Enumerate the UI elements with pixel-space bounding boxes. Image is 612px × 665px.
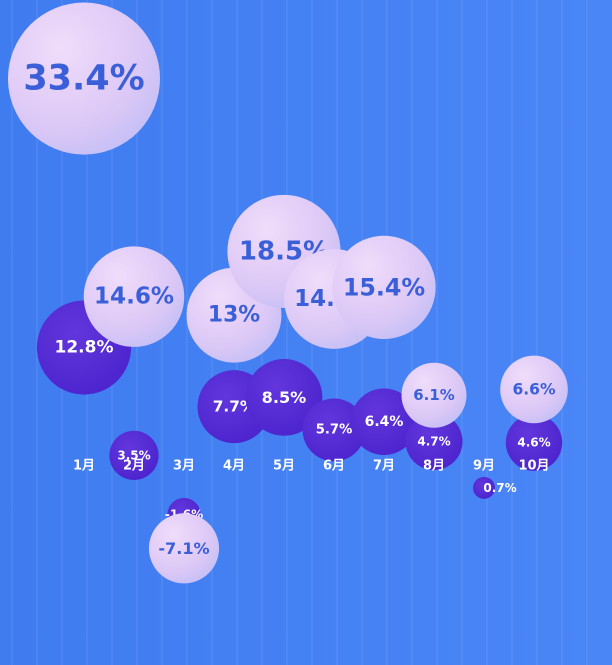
series-b-bubble — [109, 430, 159, 481]
series-a-label: 15.4% — [343, 273, 426, 301]
series-b-bubble — [472, 476, 496, 499]
series-b-label: 7.7% — [213, 398, 256, 416]
series-a-label: 33.4% — [23, 59, 144, 99]
series-a-label: 14.6% — [94, 284, 174, 310]
month-label: 5月 — [273, 459, 295, 474]
month-label: 10月 — [518, 459, 549, 474]
series-a-bubble — [83, 246, 185, 347]
series-a-bubble — [500, 355, 568, 424]
month-label: 7月 — [373, 459, 395, 474]
series-a-label: 6.6% — [512, 380, 556, 398]
series-b-label: 6.4% — [365, 414, 404, 430]
series-a-bubble — [401, 362, 467, 428]
series-b-label: 12.8% — [55, 338, 114, 358]
series-b-label: 4.7% — [417, 434, 450, 448]
series-a-bubble — [332, 235, 436, 339]
series-b-label: 0.7% — [483, 481, 516, 495]
series-a-bubbles: 33.4%14.6%-7.1%13%18.5%14.4%15.4%6.1%6.6… — [7, 2, 568, 584]
series-a-label: 6.1% — [413, 386, 454, 404]
series-b-bubble — [350, 388, 418, 456]
month-label: 3月 — [173, 459, 195, 474]
series-a-bubble — [148, 513, 220, 584]
series-b-bubble — [505, 414, 563, 471]
month-label: 6月 — [323, 459, 345, 474]
series-b-bubble — [405, 412, 463, 471]
month-label: 8月 — [423, 459, 445, 474]
series-b-bubble — [302, 398, 366, 462]
series-a-label: -7.1% — [158, 539, 209, 558]
series-b-label: 4.6% — [517, 436, 550, 450]
series-a-label: 13% — [208, 303, 260, 328]
month-label: 4月 — [223, 459, 245, 474]
series-a-bubble — [7, 2, 161, 155]
series-b-label: 8.5% — [262, 388, 307, 407]
series-b-bubble — [245, 359, 323, 436]
month-label: 2月 — [123, 459, 145, 474]
month-labels: 1月 2月 3月 4月 5月 6月 7月 8月 9月 10月 — [73, 459, 550, 474]
month-label: 9月 — [473, 459, 495, 474]
month-label: 1月 — [73, 459, 95, 474]
series-b-label: 3.5% — [117, 448, 150, 462]
series-b-label: 5.7% — [316, 422, 353, 437]
